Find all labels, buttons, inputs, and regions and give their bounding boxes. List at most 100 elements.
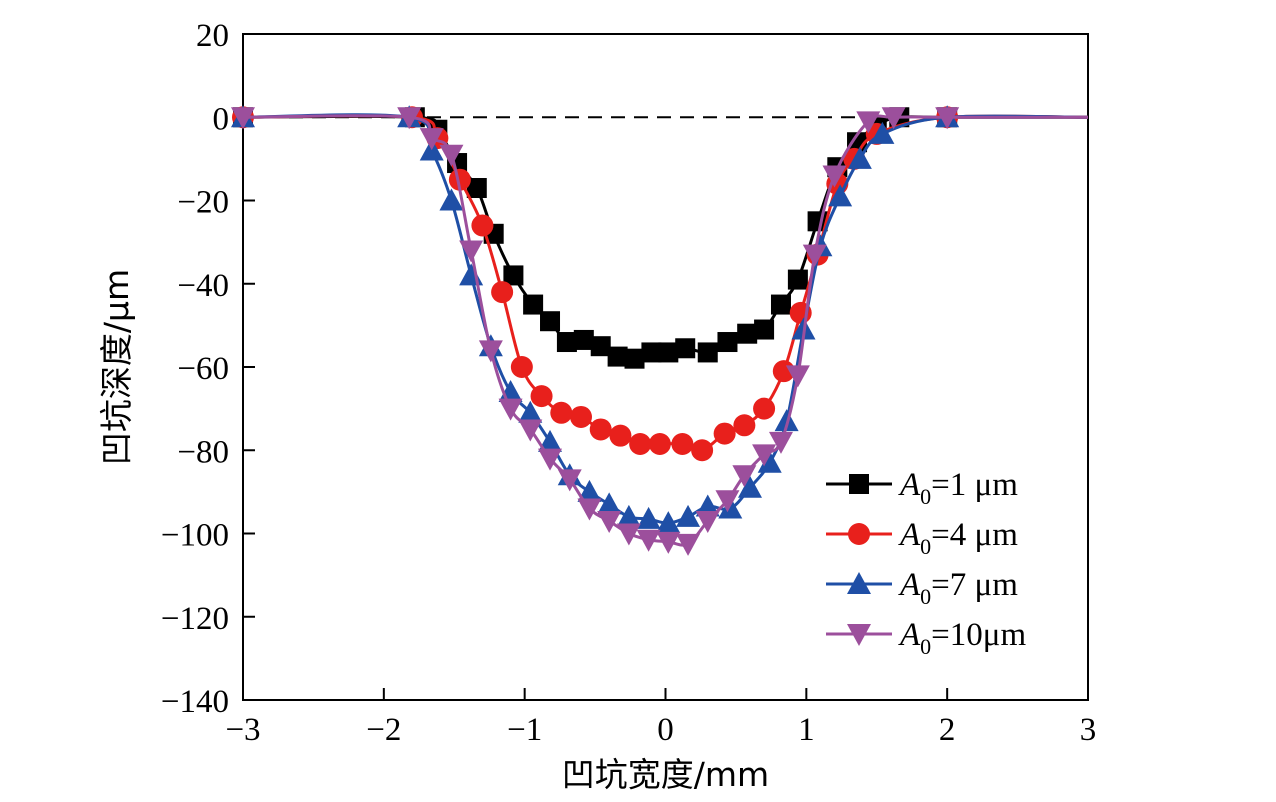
data-point xyxy=(459,240,484,263)
data-point xyxy=(577,498,602,521)
data-point xyxy=(785,365,810,388)
data-point xyxy=(656,511,681,534)
data-point xyxy=(774,409,799,432)
legend: A0=1 μm A0=4 μm A0=7 μm A0=10μm xyxy=(826,467,1026,659)
data-point xyxy=(636,506,661,529)
legend-label: A0=10μm xyxy=(898,617,1026,659)
series-1 xyxy=(233,107,1088,369)
data-point xyxy=(518,400,543,423)
data-point xyxy=(847,146,872,169)
data-point xyxy=(676,533,701,556)
data-point xyxy=(498,398,523,421)
data-point xyxy=(732,465,757,488)
y-tick-label: −60 xyxy=(177,351,229,387)
y-tick-label: −100 xyxy=(161,518,229,554)
data-point xyxy=(577,479,602,502)
data-point xyxy=(550,401,573,424)
x-tick-label: −3 xyxy=(225,712,260,748)
data-point xyxy=(590,336,611,357)
data-point xyxy=(695,494,720,517)
data-point xyxy=(231,107,255,130)
data-point xyxy=(459,263,484,286)
y-tick-label: 0 xyxy=(213,101,230,137)
legend-item: A0=1 μm xyxy=(826,467,1018,509)
data-point xyxy=(597,492,622,515)
data-point xyxy=(466,178,487,199)
x-tick-label: −2 xyxy=(366,712,401,748)
data-point xyxy=(658,342,679,363)
data-point xyxy=(538,448,563,471)
data-point xyxy=(538,429,563,452)
data-point xyxy=(448,168,471,191)
data-point xyxy=(540,311,561,332)
data-point xyxy=(570,405,592,428)
data-point xyxy=(881,107,906,130)
data-point xyxy=(439,188,464,211)
data-point xyxy=(754,319,775,340)
legend-item: A0=4 μm xyxy=(826,517,1018,559)
x-axis-title: 凹坑宽度/mm xyxy=(562,755,769,794)
data-point xyxy=(671,433,694,456)
data-point xyxy=(733,414,756,437)
data-point xyxy=(787,269,808,290)
data-point xyxy=(648,433,671,456)
data-point xyxy=(419,128,444,151)
legend-label: A0=1 μm xyxy=(898,467,1018,509)
data-point xyxy=(656,531,681,554)
data-point xyxy=(510,356,533,378)
data-point xyxy=(589,418,612,441)
y-tick-label: 20 xyxy=(196,18,229,54)
x-tick-label: 0 xyxy=(657,712,674,748)
data-point xyxy=(718,496,743,519)
legend-item: A0=10μm xyxy=(826,617,1026,659)
y-tick-label: −140 xyxy=(161,684,229,720)
data-point xyxy=(641,342,662,363)
data-point xyxy=(503,265,524,286)
legend-marker xyxy=(847,624,871,646)
data-point xyxy=(738,475,762,498)
data-point xyxy=(753,397,776,420)
y-tick-label: −40 xyxy=(177,268,229,304)
data-point xyxy=(557,469,582,492)
data-point xyxy=(691,439,714,462)
data-point xyxy=(717,332,738,353)
data-point xyxy=(607,346,628,367)
data-point xyxy=(573,329,594,350)
plot-area: −3 −2 −1 0 1 2 3 20 0 −20 −40 −60 −80 −100 −120 −140 xyxy=(161,18,1096,748)
series-4 xyxy=(231,107,1088,556)
data-point xyxy=(624,348,645,369)
series-line xyxy=(242,113,1088,525)
legend-marker xyxy=(849,474,869,494)
data-point xyxy=(768,431,793,454)
data-point xyxy=(822,165,847,188)
data-point xyxy=(491,281,514,304)
y-axis-title: 凹坑深度/μm xyxy=(97,269,136,465)
x-tick-label: 1 xyxy=(798,712,815,748)
data-point xyxy=(609,424,632,447)
data-point xyxy=(675,338,696,359)
data-point xyxy=(471,214,494,237)
y-tick-label: −80 xyxy=(177,434,229,470)
data-point xyxy=(616,504,641,527)
data-point xyxy=(737,323,758,344)
data-point xyxy=(616,523,641,546)
data-point xyxy=(523,294,544,315)
series-line xyxy=(242,114,1088,453)
data-point xyxy=(752,444,777,467)
data-point xyxy=(715,490,740,513)
data-point xyxy=(856,111,881,134)
series-line xyxy=(242,114,1088,361)
data-point xyxy=(397,107,422,130)
data-point xyxy=(478,340,503,363)
data-point xyxy=(530,385,553,408)
data-point xyxy=(695,511,720,534)
y-tick-label: −120 xyxy=(161,601,229,637)
legend-marker xyxy=(848,523,870,545)
data-point xyxy=(629,433,652,456)
data-point xyxy=(597,511,622,534)
data-point xyxy=(757,450,782,473)
legend-marker xyxy=(847,572,871,594)
legend-label: A0=7 μm xyxy=(898,567,1018,609)
x-tick-label: 2 xyxy=(939,712,956,748)
data-point xyxy=(676,504,701,527)
